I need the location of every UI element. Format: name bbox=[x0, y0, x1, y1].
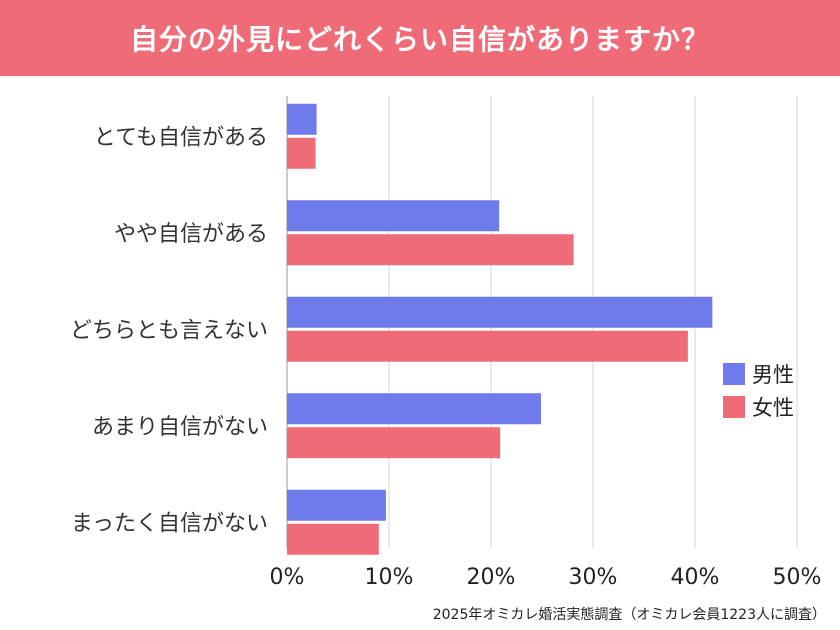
x-tick-label: 0% bbox=[270, 565, 305, 590]
chart-title: 自分の外見にどれくらい自信がありますか？ bbox=[129, 23, 710, 56]
legend-swatch bbox=[723, 396, 745, 418]
bar-female bbox=[287, 234, 574, 266]
bar-female bbox=[287, 523, 379, 555]
bar-female bbox=[287, 427, 501, 459]
category-label: どちらとも言えない bbox=[70, 318, 268, 343]
x-tick-label: 20% bbox=[467, 565, 516, 590]
bar-male bbox=[287, 393, 541, 425]
source-note: 2025年オミカレ婚活実態調査（オミカレ会員1223人に調査） bbox=[432, 607, 826, 623]
bar-female bbox=[287, 137, 316, 169]
legend-label: 女性 bbox=[752, 396, 794, 420]
bar-chart: 0% 10% 20% 30% 40% 50% とても自信があるやや自信があるどちらとも言えな… bbox=[70, 96, 822, 590]
category-label: まったく自信がない bbox=[71, 511, 268, 536]
legend-label: 男性 bbox=[752, 363, 794, 387]
legend-swatch bbox=[723, 363, 745, 385]
category-label: やや自信がある bbox=[114, 222, 268, 247]
bar-female bbox=[287, 330, 688, 362]
x-tick-label: 30% bbox=[569, 565, 618, 590]
x-tick-label: 50% bbox=[773, 565, 822, 590]
bar-male bbox=[287, 200, 500, 232]
title-banner: 自分の外見にどれくらい自信がありますか？ bbox=[0, 0, 840, 76]
bar-male bbox=[287, 296, 713, 328]
bar-male bbox=[287, 489, 386, 521]
bar-male bbox=[287, 103, 317, 135]
category-label: あまり自信がない bbox=[92, 415, 268, 440]
category-label: とても自信がある bbox=[94, 125, 268, 150]
x-tick-label: 10% bbox=[365, 565, 414, 590]
x-tick-label: 40% bbox=[671, 565, 720, 590]
